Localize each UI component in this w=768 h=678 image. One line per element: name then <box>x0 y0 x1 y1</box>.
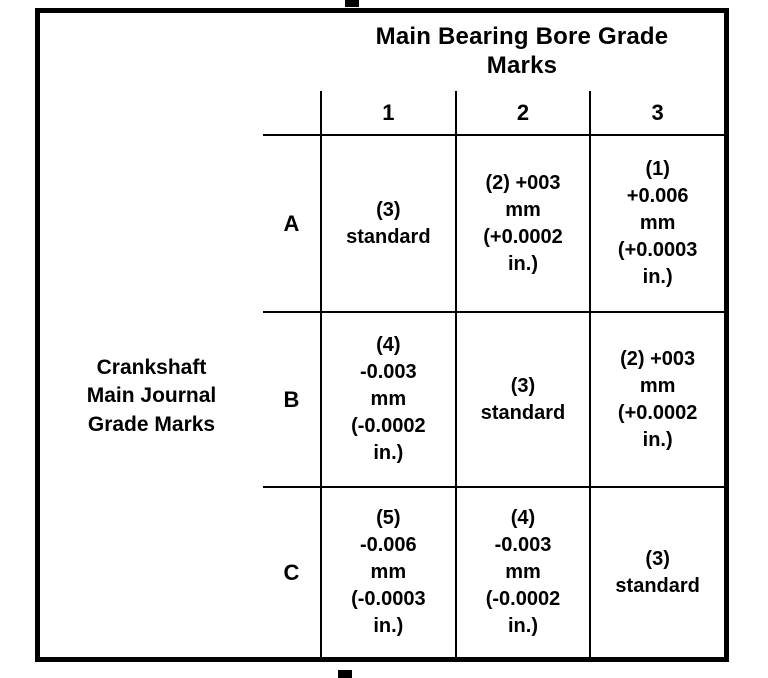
table-cell-c3: (3) standard <box>589 488 724 657</box>
table-cell-c1: (5) -0.006 mm (-0.0003 in.) <box>320 488 455 657</box>
table-cell-b2: (3) standard <box>454 313 590 488</box>
row-header-b: B <box>263 313 320 488</box>
table-cell-a1: (3) standard <box>320 136 455 313</box>
table-cell-c2: (4) -0.003 mm (-0.0002 in.) <box>454 488 590 657</box>
row-header-c: C <box>283 559 300 585</box>
table-cell-a2: (2) +003 mm (+0.0002 in.) <box>454 136 590 313</box>
column-header-2: 2 <box>454 91 590 136</box>
row-group-title: Crankshaft Main Journal Grade Marks <box>86 355 217 436</box>
scan-artifact-bottom <box>338 670 352 678</box>
column-header-1: 1 <box>320 91 455 136</box>
corner-cell <box>263 91 320 136</box>
table-cell-b3: (2) +003 mm (+0.0002 in.) <box>589 313 724 488</box>
column-header-3: 3 <box>589 91 724 136</box>
table-frame: Main Bearing Bore Grade Marks Crankshaft… <box>35 8 729 662</box>
scan-artifact-top <box>345 0 359 7</box>
table-cell-b1: (4) -0.003 mm (-0.0002 in.) <box>320 313 455 488</box>
bearing-grade-table: Main Bearing Bore Grade Marks Crankshaft… <box>40 13 724 657</box>
row-header-a: A <box>263 136 320 313</box>
table-cell-a3: (1) +0.006 mm (+0.0003 in.) <box>589 136 724 313</box>
column-group-title: Main Bearing Bore Grade Marks <box>375 23 669 79</box>
